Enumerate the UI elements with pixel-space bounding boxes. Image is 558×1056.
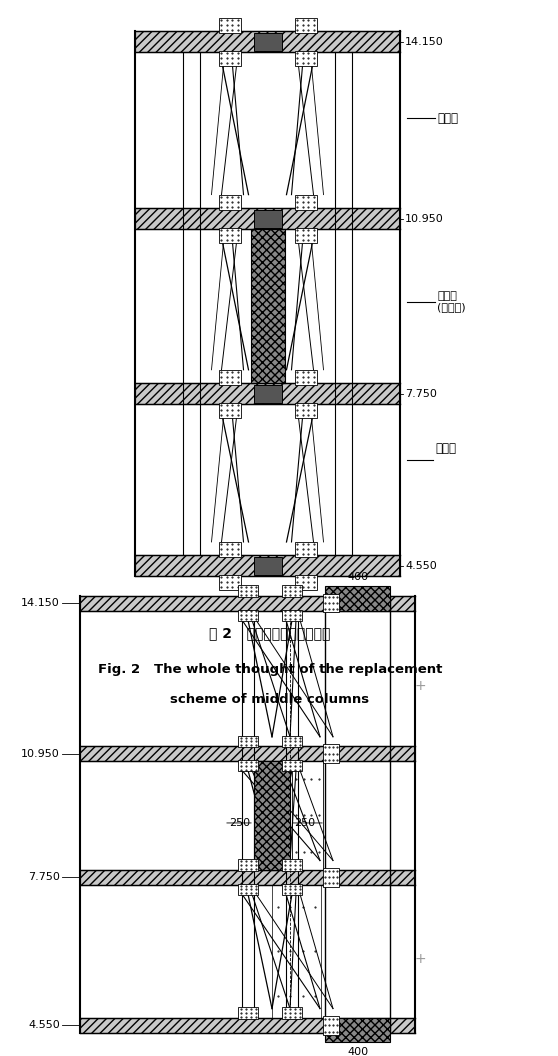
Bar <box>272 885 321 1018</box>
Text: 250: 250 <box>229 818 250 828</box>
Bar <box>323 868 339 887</box>
Text: Fig. 2   The whole thought of the replacement: Fig. 2 The whole thought of the replacem… <box>98 663 442 676</box>
Bar <box>238 760 258 772</box>
Bar <box>135 555 400 577</box>
Bar <box>295 402 316 418</box>
Bar <box>253 33 281 51</box>
Bar <box>292 761 323 870</box>
Bar <box>238 585 258 597</box>
Bar <box>219 542 240 557</box>
Bar <box>295 574 316 590</box>
Bar <box>253 557 281 574</box>
Text: +: + <box>414 679 426 693</box>
Text: 250: 250 <box>294 818 315 828</box>
Text: 10.950: 10.950 <box>405 213 444 224</box>
Text: 顶撑层: 顶撑层 <box>437 112 458 125</box>
Bar <box>282 736 302 748</box>
Text: 图 2   中柱置换方案整体思路: 图 2 中柱置换方案整体思路 <box>209 626 331 640</box>
Bar <box>295 370 316 384</box>
Text: 14.150: 14.150 <box>21 598 60 608</box>
Bar <box>282 760 302 772</box>
Bar <box>238 860 258 871</box>
Bar <box>80 870 415 885</box>
Bar <box>254 761 290 870</box>
Text: 7.750: 7.750 <box>405 389 437 399</box>
Bar <box>219 574 240 590</box>
Bar <box>80 596 415 610</box>
Bar <box>282 884 302 895</box>
Bar <box>219 370 240 384</box>
Bar <box>323 593 339 612</box>
Bar <box>325 586 390 610</box>
Text: +: + <box>414 951 426 966</box>
Bar <box>325 1018 390 1042</box>
Text: scheme of middle columns: scheme of middle columns <box>170 693 369 705</box>
Bar <box>251 229 285 383</box>
Bar <box>295 227 316 243</box>
Bar <box>135 32 400 53</box>
Bar <box>282 609 302 621</box>
Text: 10.950: 10.950 <box>21 749 60 758</box>
Bar <box>295 51 316 65</box>
Bar <box>253 384 281 402</box>
Bar <box>295 18 316 33</box>
Text: 顶撑层
(拆除层): 顶撑层 (拆除层) <box>437 290 465 313</box>
Bar <box>219 227 240 243</box>
Text: 4.550: 4.550 <box>28 1020 60 1031</box>
Text: 支撑层: 支撑层 <box>435 441 456 455</box>
Text: 7.750: 7.750 <box>28 872 60 883</box>
Bar <box>135 383 400 404</box>
Text: 14.150: 14.150 <box>405 37 444 46</box>
Bar <box>238 1007 258 1019</box>
Bar <box>80 1018 415 1033</box>
Bar <box>282 585 302 597</box>
Bar <box>238 884 258 895</box>
Bar <box>238 609 258 621</box>
Bar <box>295 542 316 557</box>
Bar <box>219 51 240 65</box>
Bar <box>282 860 302 871</box>
Bar <box>282 1007 302 1019</box>
Bar <box>219 402 240 418</box>
Bar <box>238 736 258 748</box>
Bar <box>219 194 240 209</box>
Bar <box>219 18 240 33</box>
Bar <box>323 744 339 762</box>
Bar <box>253 209 281 227</box>
Text: 4.550: 4.550 <box>405 561 437 571</box>
Bar <box>80 746 415 761</box>
Bar <box>135 208 400 229</box>
Bar <box>295 194 316 209</box>
Text: 400: 400 <box>347 571 368 582</box>
Bar <box>323 1016 339 1035</box>
Text: 400: 400 <box>347 1046 368 1056</box>
